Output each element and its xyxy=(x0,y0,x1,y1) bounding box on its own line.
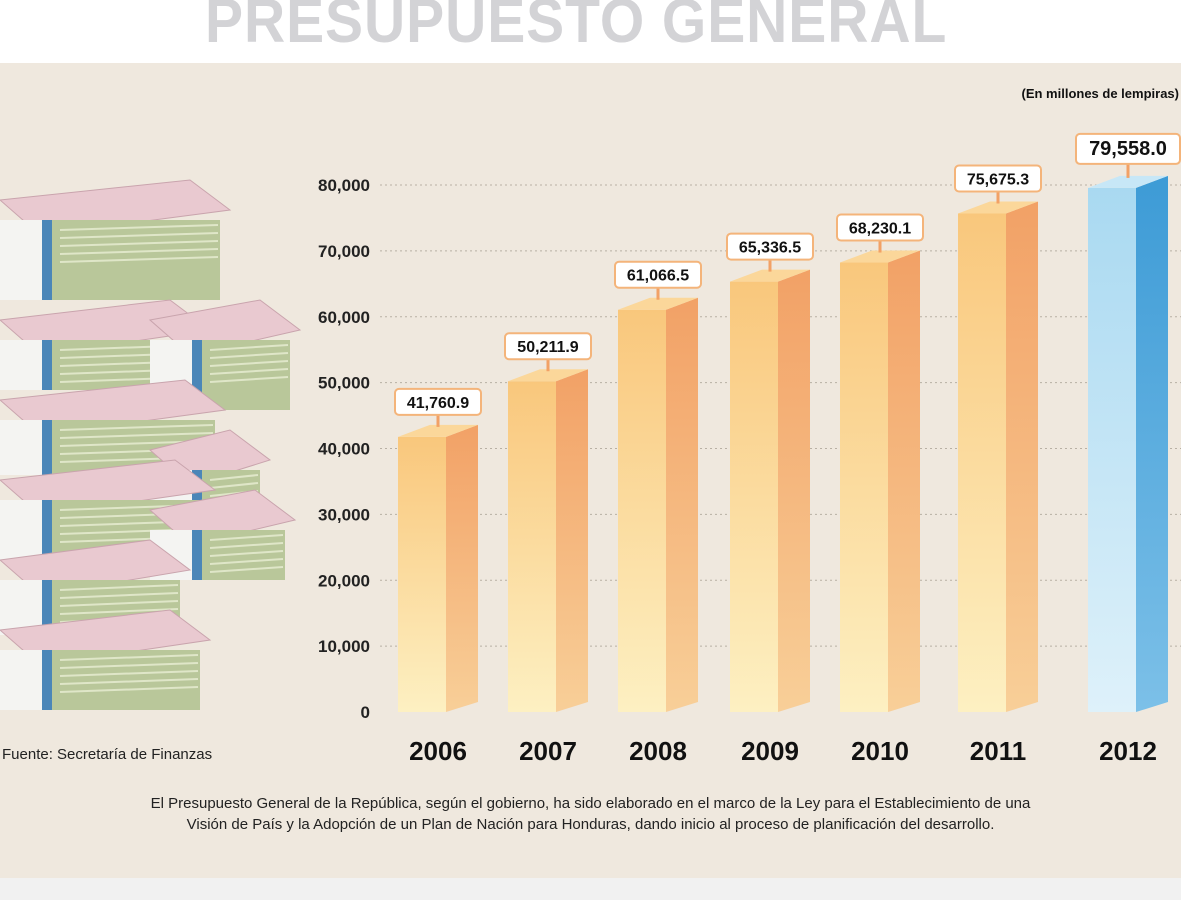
y-tick-label: 50,000 xyxy=(318,374,370,393)
bar-2007: 50,211.9 2007 xyxy=(504,332,592,766)
data-label: 50,211.9 xyxy=(517,339,579,356)
bar-side xyxy=(556,369,588,712)
money-bundle xyxy=(148,489,297,580)
bar-top xyxy=(840,250,920,263)
bar-top xyxy=(1088,175,1168,188)
money-bundle xyxy=(0,179,232,300)
data-label: 75,675.3 xyxy=(967,171,1029,188)
bar-2012: 79,558.0 2012 xyxy=(1075,132,1181,766)
data-label-box xyxy=(614,260,702,289)
y-tick-label: 30,000 xyxy=(318,505,370,524)
bar-front xyxy=(618,309,666,712)
data-label: 61,066.5 xyxy=(627,268,689,285)
data-label-box xyxy=(1075,132,1181,165)
bar-front xyxy=(840,262,888,712)
y-tick-label: 60,000 xyxy=(318,308,370,327)
bar-top xyxy=(730,269,810,282)
bar-top xyxy=(958,201,1038,214)
data-label-box xyxy=(954,164,1042,193)
bottom-band xyxy=(0,878,1181,900)
y-tick-label: 40,000 xyxy=(318,440,370,459)
source-text: Fuente: Secretaría de Finanzas xyxy=(2,746,213,763)
data-label: 65,336.5 xyxy=(739,240,801,257)
header-band xyxy=(0,0,1181,63)
bar-front xyxy=(730,281,778,712)
y-tick-label: 10,000 xyxy=(318,637,370,656)
bar-side xyxy=(666,297,698,712)
y-tick-label: 80,000 xyxy=(318,176,370,195)
bar-front xyxy=(508,381,556,712)
footnote: El Presupuesto General de la República, … xyxy=(0,793,1181,835)
money-bundle xyxy=(0,609,212,710)
bar-2008: 61,066.5 2008 xyxy=(614,260,702,766)
x-tick-label: 2009 xyxy=(741,736,799,766)
bar-side xyxy=(778,269,810,712)
bar-2009: 65,336.5 2009 xyxy=(726,232,814,766)
x-tick-label: 2010 xyxy=(851,736,909,766)
bar-side xyxy=(888,250,920,712)
x-tick-label: 2011 xyxy=(970,736,1026,766)
data-label-box xyxy=(504,332,592,361)
x-tick-label: 2006 xyxy=(409,736,467,766)
bar-top xyxy=(618,297,698,310)
bar-top xyxy=(398,424,478,437)
data-label: 68,230.1 xyxy=(849,221,911,238)
bar-2010: 68,230.1 2010 xyxy=(836,213,924,766)
bar-2006: 41,760.9 2006 xyxy=(394,387,482,766)
bar-side xyxy=(1006,201,1038,713)
data-label-box xyxy=(394,387,482,416)
data-label-box xyxy=(726,232,814,261)
data-label-box xyxy=(836,213,924,242)
unit-note: (En millones de lempiras) xyxy=(1021,86,1180,101)
bar-front xyxy=(1088,187,1136,712)
data-label: 79,558.0 xyxy=(1089,138,1167,160)
x-tick-label: 2007 xyxy=(519,736,577,766)
chart-title: PRESUPUESTO GENERAL xyxy=(205,0,948,56)
x-tick-label: 2012 xyxy=(1099,736,1157,766)
y-tick-label: 20,000 xyxy=(318,571,370,590)
money-bundle xyxy=(0,539,192,635)
bar-side xyxy=(446,424,478,712)
bar-side xyxy=(1136,175,1168,712)
bar-front xyxy=(958,213,1006,713)
y-tick-label: 0 xyxy=(361,703,370,722)
y-tick-label: 70,000 xyxy=(318,242,370,261)
data-label: 41,760.9 xyxy=(407,395,469,412)
money-stack-illustration xyxy=(0,179,302,710)
bar-2011: 75,675.3 2011 xyxy=(954,164,1042,766)
bar-top xyxy=(508,369,588,382)
x-tick-label: 2008 xyxy=(629,736,687,766)
bar-front xyxy=(398,436,446,712)
footnote-line-2: Visión de País y la Adopción de un Plan … xyxy=(186,816,995,833)
footnote-line-1: El Presupuesto General de la República, … xyxy=(150,795,1031,812)
